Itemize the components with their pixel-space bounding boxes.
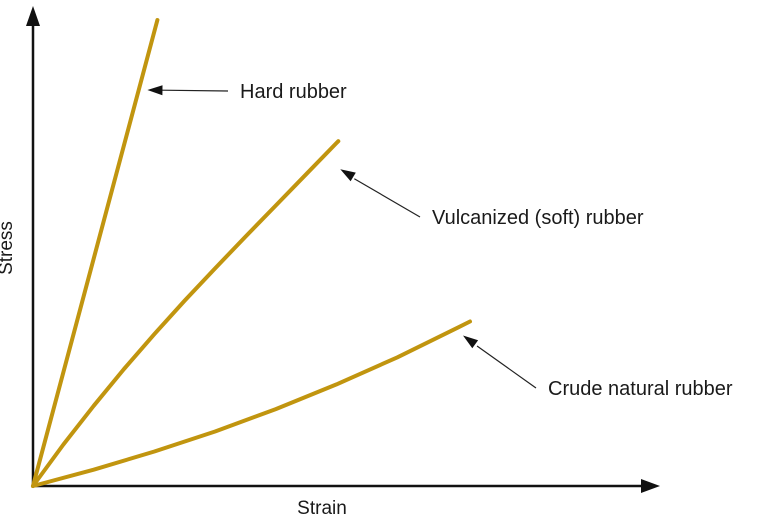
series-line-3 (31, 319, 472, 488)
annotation-arrowhead-1 (147, 85, 163, 96)
annotation-layer: Hard rubber Vulcanized (soft) rubber Crude… (147, 81, 733, 400)
series-layer (31, 18, 472, 488)
annotation-arrowhead-2 (340, 169, 356, 182)
annotation-arrowhead-3 (463, 335, 479, 349)
annotation-leader-2 (354, 178, 421, 218)
annotation-leader-1 (161, 89, 229, 92)
annotation-leader-3 (476, 345, 537, 389)
series-label-2: Vulcanized (soft) rubber (432, 207, 644, 229)
x-axis-arrowhead (641, 479, 660, 493)
series-label-1: Hard rubber (240, 81, 347, 103)
series-line-2 (31, 139, 341, 488)
y-axis-arrowhead (26, 6, 40, 26)
series-line-1 (31, 18, 160, 488)
y-axis-label: Stress (0, 221, 17, 275)
x-axis-label: Strain (297, 498, 347, 519)
series-label-3: Crude natural rubber (548, 378, 733, 400)
